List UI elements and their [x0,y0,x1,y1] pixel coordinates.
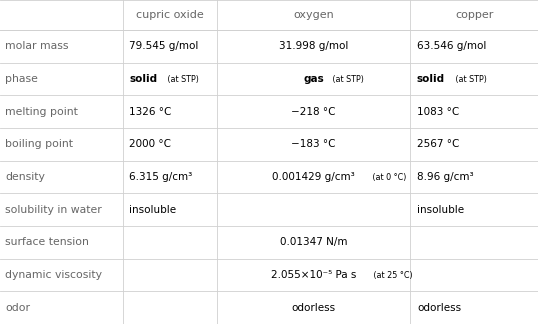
Text: (at STP): (at STP) [330,75,364,84]
Text: 0.001429 g/cm³: 0.001429 g/cm³ [272,172,355,182]
Text: copper: copper [455,10,493,20]
Text: density: density [5,172,45,182]
Text: −218 °C: −218 °C [292,107,336,117]
Text: solid: solid [417,74,445,84]
Text: phase: phase [5,74,38,84]
Text: 1326 °C: 1326 °C [129,107,172,117]
Text: (at STP): (at STP) [165,75,199,84]
Text: molar mass: molar mass [5,41,69,52]
Text: solubility in water: solubility in water [5,205,102,215]
Text: 63.546 g/mol: 63.546 g/mol [417,41,486,52]
Text: oxygen: oxygen [293,10,334,20]
Text: 1083 °C: 1083 °C [417,107,459,117]
Text: −183 °C: −183 °C [292,139,336,149]
Text: melting point: melting point [5,107,78,117]
Text: insoluble: insoluble [129,205,176,215]
Text: 79.545 g/mol: 79.545 g/mol [129,41,199,52]
Text: solid: solid [129,74,157,84]
Text: 8.96 g/cm³: 8.96 g/cm³ [417,172,473,182]
Text: surface tension: surface tension [5,237,89,247]
Text: odor: odor [5,303,30,313]
Text: (at 0 °C): (at 0 °C) [370,173,406,181]
Text: cupric oxide: cupric oxide [136,10,203,20]
Text: gas: gas [303,74,324,84]
Text: 2000 °C: 2000 °C [129,139,171,149]
Text: (at STP): (at STP) [453,75,487,84]
Text: 0.01347 N/m: 0.01347 N/m [280,237,348,247]
Text: dynamic viscosity: dynamic viscosity [5,270,102,280]
Text: odorless: odorless [292,303,336,313]
Text: odorless: odorless [417,303,461,313]
Text: insoluble: insoluble [417,205,464,215]
Text: 31.998 g/mol: 31.998 g/mol [279,41,348,52]
Text: boiling point: boiling point [5,139,73,149]
Text: 2.055×10⁻⁵ Pa s: 2.055×10⁻⁵ Pa s [271,270,356,280]
Text: 6.315 g/cm³: 6.315 g/cm³ [129,172,193,182]
Text: 2567 °C: 2567 °C [417,139,459,149]
Text: (at 25 °C): (at 25 °C) [371,271,413,280]
